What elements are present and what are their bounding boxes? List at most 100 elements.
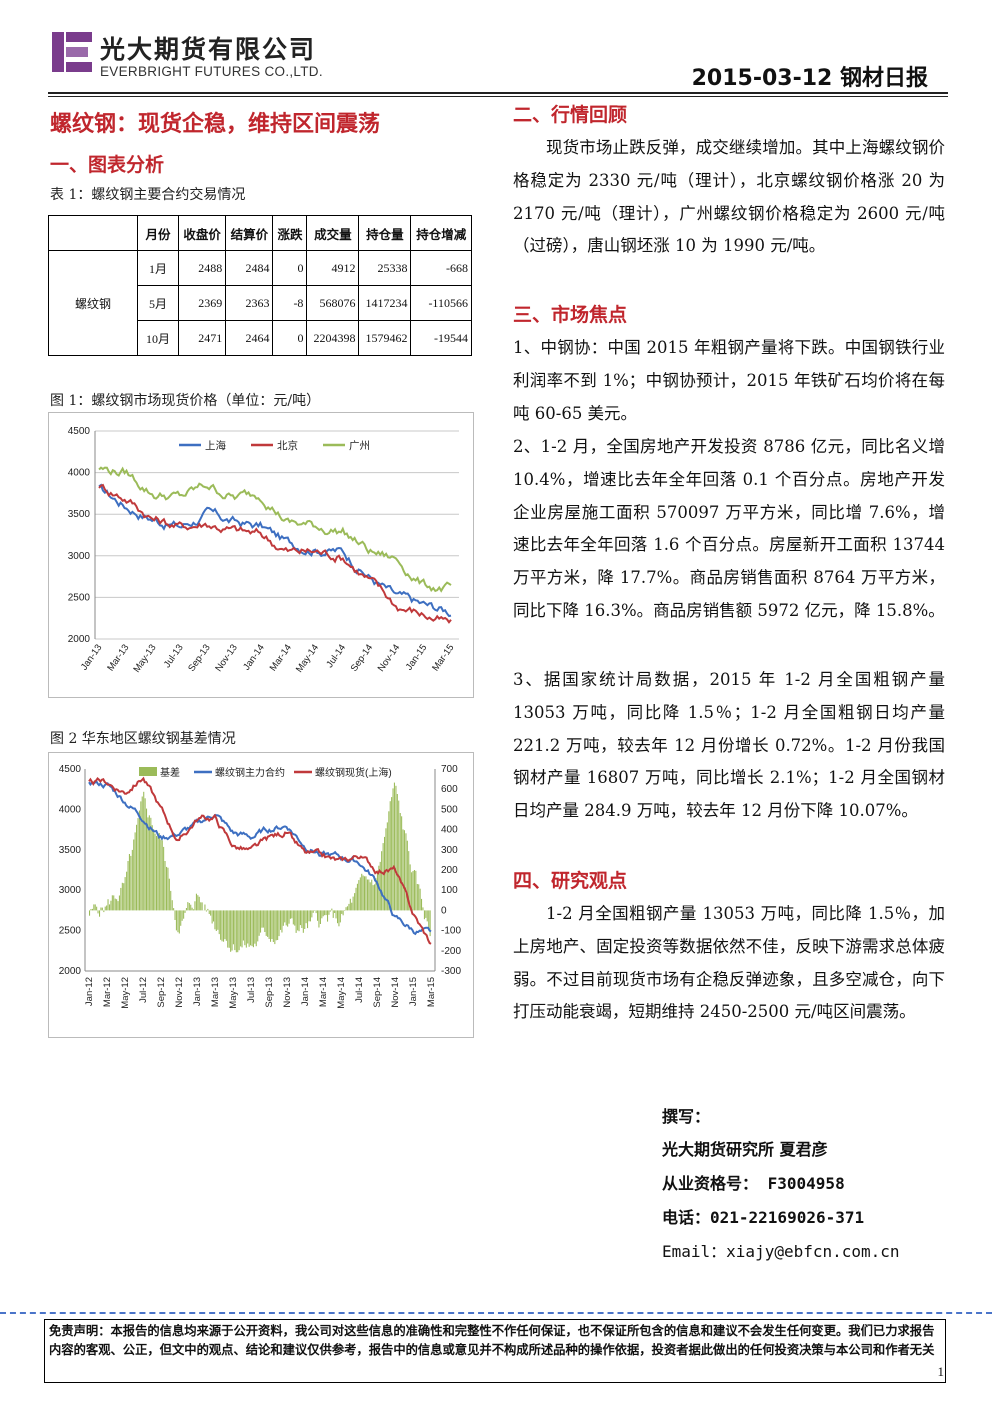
table-caption: 表 1：螺纹钢主要合约交易情况 — [50, 187, 246, 203]
table-cell: 1417234 — [358, 285, 412, 321]
chart2-y-tick: 3500 — [59, 845, 82, 856]
chart2-basis-bar — [358, 880, 360, 911]
chart1-x-tick: Jan-14 — [241, 642, 267, 672]
chart2-basis-bar — [292, 910, 294, 925]
chart2-basis-bar — [194, 901, 196, 911]
chart2-y2-tick: -200 — [441, 946, 461, 957]
chart2-basis-bar — [398, 800, 400, 911]
chart2-basis-bar — [201, 902, 203, 911]
chart2-basis-bar — [123, 883, 125, 911]
chart2-basis-bar — [177, 910, 179, 933]
chart2-basis-bar — [318, 910, 320, 928]
chart2-basis-bar — [225, 910, 227, 941]
chart2-basis-bar — [322, 910, 324, 917]
chart1-x-tick: Mar-15 — [430, 642, 456, 673]
chart1-series-line — [98, 466, 452, 593]
chart2-basis-bar — [331, 908, 333, 911]
chart2-basis-bar — [334, 910, 336, 913]
chart2-basis-bar — [344, 910, 346, 911]
chart2-basis-bar — [157, 836, 159, 911]
chart2-basis-bar — [103, 910, 105, 913]
chart2-basis-bar — [332, 910, 334, 918]
chart2-basis-bar — [161, 840, 163, 911]
chart1-x-tick: Mar-14 — [268, 642, 294, 673]
chart2-basis-bar — [185, 908, 187, 911]
chart2-basis-bar — [338, 910, 340, 927]
chart2-basis-bar — [288, 910, 290, 924]
chart2-basis-bar — [265, 910, 267, 936]
chart1-y-tick: 2500 — [68, 592, 91, 603]
chart2-basis-bar — [140, 801, 142, 911]
chart2-basis-bar — [301, 910, 303, 928]
chart2-basis-bar — [287, 910, 289, 927]
chart2-basis-bar — [251, 910, 253, 947]
chart1-x-tick: Jul-13 — [162, 642, 186, 670]
chart2-y2-tick: -300 — [441, 966, 461, 977]
chart1-series-line — [98, 483, 452, 624]
chart2-basis-bar — [223, 910, 225, 942]
chart2-basis-bar — [304, 910, 306, 929]
table-header-blank — [48, 215, 138, 251]
chart2-x-tick: Jul-14 — [354, 977, 365, 1003]
chart2-basis-bar — [255, 910, 257, 947]
chart2-basis-bar — [264, 910, 266, 932]
main-title: 螺纹钢：现货企稳，维持区间震荡 — [50, 112, 381, 137]
table-header-cell: 收盘价 — [177, 215, 227, 251]
chart2-basis-bar — [207, 908, 209, 911]
chart2-basis-bar — [143, 791, 145, 911]
chart2-basis-bar — [356, 883, 358, 911]
chart2-basis-bar — [200, 902, 202, 911]
chart1-y-tick: 3500 — [68, 509, 91, 520]
chart2-basis-bar — [307, 910, 309, 929]
table-header-cell: 结算价 — [225, 215, 274, 251]
chart2-basis-bar — [305, 910, 307, 924]
table-cell: 0 — [272, 320, 308, 356]
table-cell: 2488 — [177, 250, 227, 286]
chart2-basis-bar — [120, 887, 122, 911]
table-cell: 1月 — [137, 250, 179, 286]
chart2-x-tick: Sep-13 — [264, 977, 275, 1008]
chart2-basis-bar — [138, 810, 140, 911]
chart2-basis-bar — [104, 906, 106, 911]
chart2-basis-bar — [133, 839, 135, 911]
chart2-basis-bar — [193, 909, 195, 911]
chart2-basis-bar — [117, 901, 119, 911]
chart2-y2-tick: 300 — [441, 845, 458, 856]
chart2-basis-bar — [341, 910, 343, 914]
chart2-basis-bar — [278, 910, 280, 937]
table-row: 5月 2369 2363 -8 568076 1417234 -110566 — [49, 285, 472, 321]
chart2-basis-bar — [339, 910, 341, 923]
chart2-basis-bar — [170, 890, 172, 911]
chart2-basis-bar — [270, 910, 272, 942]
chart2-basis-bar — [220, 910, 222, 940]
chart2-x-tick: Nov-12 — [174, 977, 185, 1008]
chart2-basis-bar — [214, 910, 216, 930]
chart2-basis-bar — [171, 900, 173, 911]
chart2-basis-bar — [156, 835, 158, 911]
chart2-basis-bar — [91, 908, 93, 911]
chart2-basis-bar — [237, 910, 239, 953]
table-cell: 2471 — [177, 320, 227, 356]
chart2-x-tick: Jan-15 — [408, 977, 419, 1006]
chart2-y2-tick: 600 — [441, 784, 458, 795]
table-cell: -19544 — [410, 320, 472, 356]
chart2-basis-bar — [321, 910, 323, 919]
section3-item-1: 1、中钢协：中国 2015 年粗钢产量将下跌。中国钢铁行业利润率不到 1%；中钢… — [513, 338, 945, 423]
chart2-basis-bar — [329, 910, 331, 912]
chart2-basis-bar — [110, 900, 112, 911]
table-cell: 2369 — [177, 285, 227, 321]
section4-title: 四、研究观点 — [513, 870, 628, 892]
chart2-basis-bar — [413, 870, 415, 911]
table-cell: 1579462 — [358, 320, 412, 356]
chart2-basis-bar — [388, 811, 390, 911]
chart2-legend-label: 基差 — [160, 766, 180, 779]
chart2-basis-bar — [175, 910, 177, 931]
table-cell: 2484 — [225, 250, 274, 286]
chart2-basis-bar — [428, 910, 430, 928]
section4-body: 1-2 月全国粗钢产量 13053 万吨，同比降 1.5％，加上房地产、固定投资… — [513, 904, 945, 1022]
chart2-basis-bar — [173, 908, 175, 911]
chart2-basis-bar — [418, 884, 420, 911]
chart2-basis-bar — [230, 910, 232, 952]
chart2-basis-bar — [406, 840, 408, 911]
chart2-basis-bar — [426, 910, 428, 922]
